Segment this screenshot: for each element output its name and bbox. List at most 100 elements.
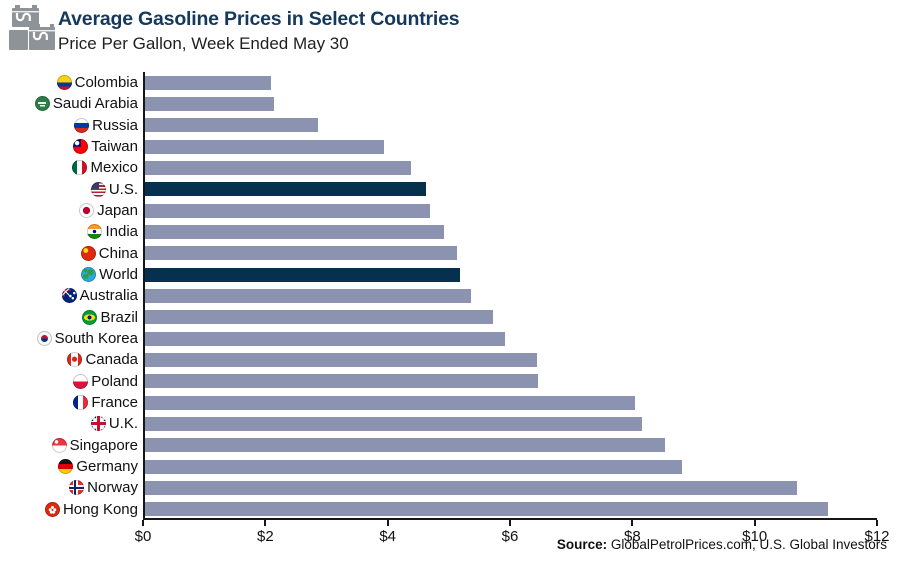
row-label-cell: Japan — [0, 200, 143, 221]
country-label-poland: Poland — [91, 372, 138, 390]
bar-south-korea — [145, 331, 505, 346]
page-title: Average Gasoline Prices in Select Countr… — [58, 8, 460, 30]
oil-barrels-logo-icon — [8, 4, 56, 54]
chart-row-singapore: Singapore — [0, 434, 877, 456]
country-label-hong-kong: Hong Kong — [62, 500, 138, 518]
chart-row-colombia: Colombia — [0, 72, 877, 94]
bar-norway — [145, 480, 798, 495]
row-label-cell: Saudi Arabia — [0, 93, 143, 114]
bar-track — [143, 178, 877, 200]
chart-row-australia: Australia — [0, 285, 877, 307]
bar-u-s — [145, 182, 426, 197]
row-label-cell: U.K. — [0, 413, 143, 434]
bar-track — [143, 434, 877, 456]
bar-brazil — [145, 310, 493, 325]
chart-row-u-s: U.S. — [0, 178, 877, 200]
bar-world — [145, 267, 461, 282]
bar-track — [143, 72, 877, 94]
bar-saudi-arabia — [145, 96, 275, 111]
row-label-cell: Brazil — [0, 307, 143, 328]
bar-poland — [145, 374, 539, 389]
world-globe-icon — [81, 267, 97, 283]
chart-row-world: World — [0, 263, 877, 286]
chart-row-india: India — [0, 221, 877, 243]
row-label-cell: Taiwan — [0, 136, 143, 157]
chart-row-norway: Norway — [0, 477, 877, 499]
x-tick-label-12: $12 — [864, 528, 890, 545]
bar-track — [143, 413, 877, 435]
chart-row-brazil: Brazil — [0, 306, 877, 328]
x-axis-line — [142, 518, 878, 526]
bar-track — [143, 221, 877, 243]
row-label-cell: India — [0, 221, 143, 242]
canada-flag-icon — [67, 352, 83, 368]
chart-row-canada: Canada — [0, 349, 877, 371]
bar-track — [143, 391, 877, 414]
country-label-china: China — [98, 244, 138, 262]
country-label-canada: Canada — [85, 351, 138, 369]
page-subtitle: Price Per Gallon, Week Ended May 30 — [58, 34, 349, 53]
bar-australia — [145, 288, 472, 303]
bar-taiwan — [145, 139, 385, 154]
country-label-japan: Japan — [97, 202, 138, 220]
x-tick-label-2: $2 — [256, 528, 274, 545]
saudi-arabia-flag-icon — [34, 96, 50, 112]
x-tick-label-0: $0 — [134, 528, 152, 545]
x-tick-mark — [509, 520, 511, 526]
country-label-russia: Russia — [92, 116, 138, 134]
row-label-cell: U.S. — [0, 179, 143, 200]
row-label-cell: Canada — [0, 349, 143, 370]
row-label-cell: Russia — [0, 115, 143, 136]
gasoline-price-chart: Colombia Saudi Arabia Russia Taiwan Mexico U.… — [0, 72, 890, 545]
row-label-cell: China — [0, 243, 143, 264]
country-label-colombia: Colombia — [74, 74, 138, 92]
bar-track — [143, 263, 877, 286]
bar-rows: Colombia Saudi Arabia Russia Taiwan Mexico U.… — [0, 72, 877, 520]
bar-colombia — [145, 75, 272, 90]
x-tick-mark — [264, 520, 267, 526]
bar-japan — [145, 203, 431, 218]
mexico-flag-icon — [72, 160, 88, 176]
taiwan-flag-icon — [73, 139, 89, 155]
chart-row-saudi-arabia: Saudi Arabia — [0, 93, 877, 115]
x-tick-mark — [631, 520, 634, 526]
source-line: Source: GlobalPetrolPrices.com, U.S. Glo… — [557, 537, 887, 552]
chart-row-hong-kong: Hong Kong — [0, 498, 877, 520]
china-flag-icon — [80, 245, 96, 261]
x-tick-mark — [876, 520, 878, 526]
country-label-singapore: Singapore — [69, 436, 138, 454]
x-tick-label-6: $6 — [501, 528, 519, 545]
germany-flag-icon — [58, 459, 74, 475]
south-korea-flag-icon — [36, 331, 52, 347]
france-flag-icon — [73, 395, 89, 411]
row-label-cell: Norway — [0, 477, 143, 498]
country-label-world: World — [99, 266, 138, 284]
country-label-mexico: Mexico — [90, 159, 138, 177]
japan-flag-icon — [79, 203, 95, 219]
country-label-saudi-arabia: Saudi Arabia — [52, 95, 138, 113]
bar-track — [143, 157, 877, 179]
country-label-u-s: U.S. — [108, 180, 138, 198]
row-label-cell: Singapore — [0, 435, 143, 456]
brazil-flag-icon — [82, 309, 98, 325]
row-label-cell: Colombia — [0, 72, 143, 93]
country-label-germany: Germany — [76, 458, 138, 476]
chart-row-germany: Germany — [0, 455, 877, 478]
bar-track — [143, 327, 877, 350]
bar-singapore — [145, 438, 665, 453]
bar-u-k — [145, 416, 642, 431]
x-tick-mark — [386, 520, 389, 526]
bar-track — [143, 242, 877, 264]
source-text: GlobalPetrolPrices.com, U.S. Global Inve… — [607, 537, 887, 552]
chart-row-taiwan: Taiwan — [0, 135, 877, 158]
bar-track — [143, 498, 877, 520]
australia-flag-icon — [61, 288, 77, 304]
bar-track — [143, 135, 877, 158]
bar-germany — [145, 459, 682, 474]
x-tick-label-10: $10 — [742, 528, 768, 545]
row-label-cell: Poland — [0, 371, 143, 392]
row-label-cell: Mexico — [0, 157, 143, 178]
bar-track — [143, 285, 877, 307]
row-label-cell: Hong Kong — [0, 499, 143, 520]
x-tick-label-8: $8 — [623, 528, 641, 545]
